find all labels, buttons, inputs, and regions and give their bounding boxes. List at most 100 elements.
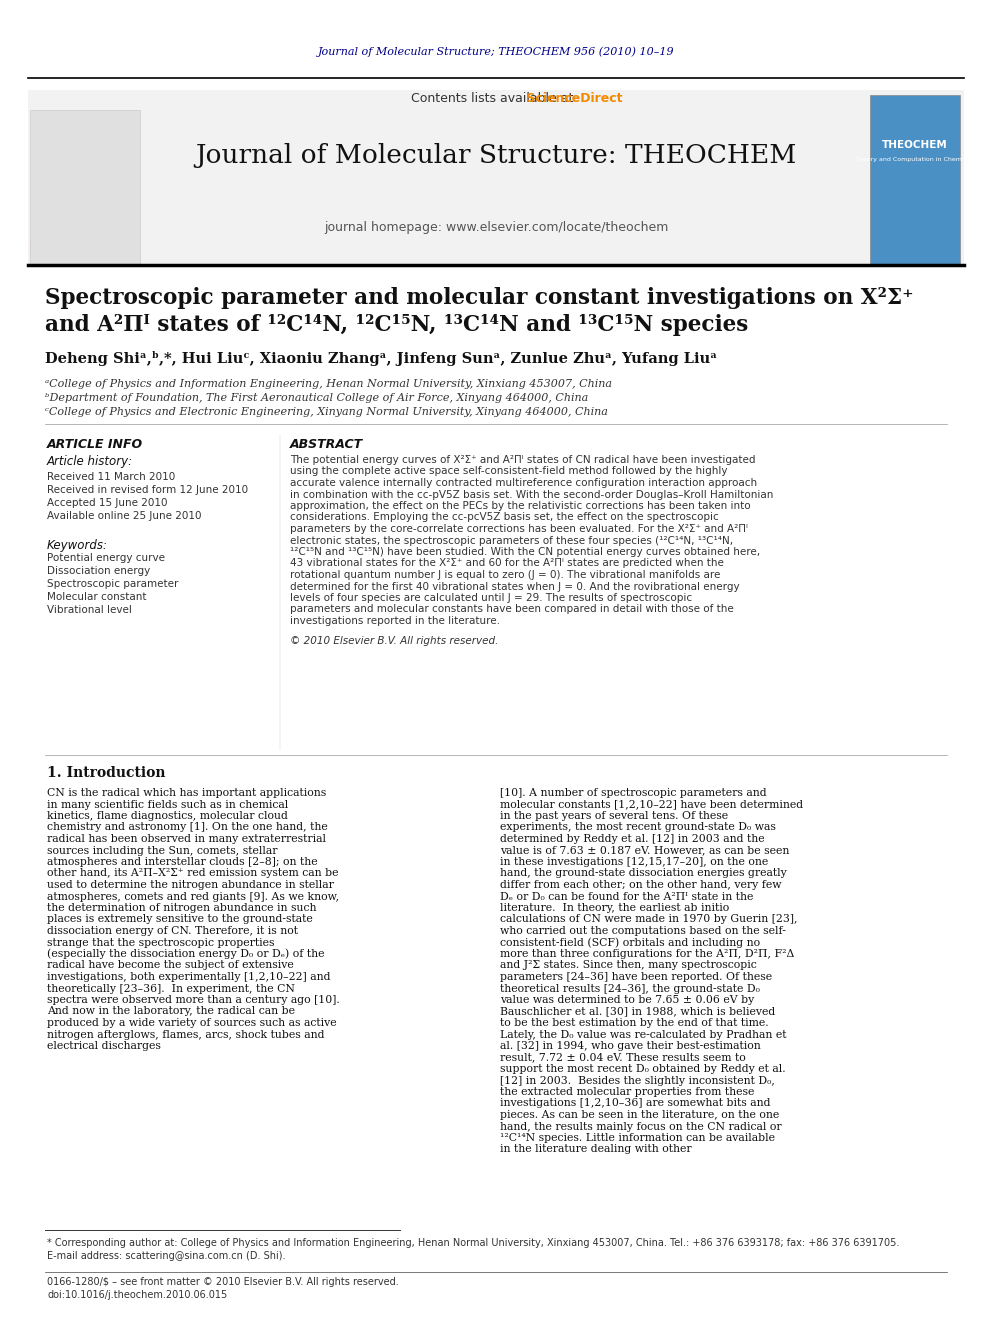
Text: doi:10.1016/j.theochem.2010.06.015: doi:10.1016/j.theochem.2010.06.015 bbox=[47, 1290, 227, 1301]
Text: value was determined to be 7.65 ± 0.06 eV by: value was determined to be 7.65 ± 0.06 e… bbox=[500, 995, 754, 1005]
Text: used to determine the nitrogen abundance in stellar: used to determine the nitrogen abundance… bbox=[47, 880, 334, 890]
Text: determined by Reddy et al. [12] in 2003 and the: determined by Reddy et al. [12] in 2003 … bbox=[500, 833, 765, 844]
Text: rotational quantum number J is equal to zero (J = 0). The vibrational manifolds : rotational quantum number J is equal to … bbox=[290, 570, 720, 579]
Text: sources including the Sun, comets, stellar: sources including the Sun, comets, stell… bbox=[47, 845, 278, 856]
Text: in combination with the cc-pV5Z basis set. With the second-order Douglas–Kroll H: in combination with the cc-pV5Z basis se… bbox=[290, 490, 774, 500]
Text: [12] in 2003.  Besides the slightly inconsistent D₀,: [12] in 2003. Besides the slightly incon… bbox=[500, 1076, 775, 1085]
Text: investigations reported in the literature.: investigations reported in the literatur… bbox=[290, 617, 500, 626]
Text: in the literature dealing with other: in the literature dealing with other bbox=[500, 1144, 691, 1155]
Text: Theory and Computation in Chemistry: Theory and Computation in Chemistry bbox=[855, 157, 975, 163]
Text: Journal of Molecular Structure: THEOCHEM: Journal of Molecular Structure: THEOCHEM bbox=[195, 143, 797, 168]
Text: [10]. A number of spectroscopic parameters and: [10]. A number of spectroscopic paramete… bbox=[500, 789, 767, 798]
Text: atmospheres, comets and red giants [9]. As we know,: atmospheres, comets and red giants [9]. … bbox=[47, 892, 339, 901]
Text: Received 11 March 2010: Received 11 March 2010 bbox=[47, 472, 176, 482]
Text: experiments, the most recent ground-state D₀ was: experiments, the most recent ground-stat… bbox=[500, 823, 776, 832]
Text: parameters [24–36] have been reported. Of these: parameters [24–36] have been reported. O… bbox=[500, 972, 772, 982]
Text: hand, the ground-state dissociation energies greatly: hand, the ground-state dissociation ener… bbox=[500, 868, 787, 878]
Text: strange that the spectroscopic properties: strange that the spectroscopic propertie… bbox=[47, 938, 275, 947]
Text: chemistry and astronomy [1]. On the one hand, the: chemistry and astronomy [1]. On the one … bbox=[47, 823, 327, 832]
Text: other hand, its A²Π–X²Σ⁺ red emission system can be: other hand, its A²Π–X²Σ⁺ red emission sy… bbox=[47, 868, 338, 878]
Text: Contents lists available at: Contents lists available at bbox=[411, 91, 581, 105]
Text: Deheng Shiᵃ,ᵇ,*, Hui Liuᶜ, Xiaoniu Zhangᵃ, Jinfeng Sunᵃ, Zunlue Zhuᵃ, Yufang Liu: Deheng Shiᵃ,ᵇ,*, Hui Liuᶜ, Xiaoniu Zhang… bbox=[45, 351, 717, 365]
Text: levels of four species are calculated until J = 29. The results of spectroscopic: levels of four species are calculated un… bbox=[290, 593, 692, 603]
Text: more than three configurations for the A²Π, D²Π, F²Δ: more than three configurations for the A… bbox=[500, 949, 795, 959]
Text: Keywords:: Keywords: bbox=[47, 538, 108, 552]
Text: to be the best estimation by the end of that time.: to be the best estimation by the end of … bbox=[500, 1017, 769, 1028]
Text: (especially the dissociation energy D₀ or Dₑ) of the: (especially the dissociation energy D₀ o… bbox=[47, 949, 324, 959]
Text: parameters and molecular constants have been compared in detail with those of th: parameters and molecular constants have … bbox=[290, 605, 734, 614]
Text: CN is the radical which has important applications: CN is the radical which has important ap… bbox=[47, 789, 326, 798]
Text: the determination of nitrogen abundance in such: the determination of nitrogen abundance … bbox=[47, 904, 316, 913]
Text: Dₑ or D₀ can be found for the A²Πᴵ state in the: Dₑ or D₀ can be found for the A²Πᴵ state… bbox=[500, 892, 753, 901]
Text: * Corresponding author at: College of Physics and Information Engineering, Henan: * Corresponding author at: College of Ph… bbox=[47, 1238, 900, 1248]
Text: The potential energy curves of X²Σ⁺ and A²Πᴵ states of CN radical have been inve: The potential energy curves of X²Σ⁺ and … bbox=[290, 455, 756, 464]
Text: parameters by the core-correlate corrections has been evaluated. For the X²Σ⁺ an: parameters by the core-correlate correct… bbox=[290, 524, 748, 534]
Text: electronic states, the spectroscopic parameters of these four species (¹²C¹⁴N, ¹: electronic states, the spectroscopic par… bbox=[290, 536, 733, 545]
Text: differ from each other; on the other hand, very few: differ from each other; on the other han… bbox=[500, 880, 782, 890]
Text: investigations [1,2,10–36] are somewhat bits and: investigations [1,2,10–36] are somewhat … bbox=[500, 1098, 771, 1109]
Text: literature.  In theory, the earliest ab initio: literature. In theory, the earliest ab i… bbox=[500, 904, 729, 913]
Text: molecular constants [1,2,10–22] have been determined: molecular constants [1,2,10–22] have bee… bbox=[500, 799, 804, 810]
Text: ᵇDepartment of Foundation, The First Aeronautical College of Air Force, Xinyang : ᵇDepartment of Foundation, The First Aer… bbox=[45, 393, 588, 404]
Text: electrical discharges: electrical discharges bbox=[47, 1041, 161, 1050]
Text: ABSTRACT: ABSTRACT bbox=[290, 438, 363, 451]
Text: 43 vibrational states for the X²Σ⁺ and 60 for the A²Πᴵ states are predicted when: 43 vibrational states for the X²Σ⁺ and 6… bbox=[290, 558, 724, 569]
Text: result, 7.72 ± 0.04 eV. These results seem to: result, 7.72 ± 0.04 eV. These results se… bbox=[500, 1053, 746, 1062]
Text: and A²Πᴵ states of ¹²C¹⁴N, ¹²C¹⁵N, ¹³C¹⁴N and ¹³C¹⁵N species: and A²Πᴵ states of ¹²C¹⁴N, ¹²C¹⁵N, ¹³C¹⁴… bbox=[45, 314, 748, 336]
Text: value is of 7.63 ± 0.187 eV. However, as can be seen: value is of 7.63 ± 0.187 eV. However, as… bbox=[500, 845, 790, 856]
Bar bbox=[30, 110, 140, 265]
Text: Bauschlicher et al. [30] in 1988, which is believed: Bauschlicher et al. [30] in 1988, which … bbox=[500, 1007, 776, 1016]
Text: the extracted molecular properties from these: the extracted molecular properties from … bbox=[500, 1088, 754, 1097]
Text: And now in the laboratory, the radical can be: And now in the laboratory, the radical c… bbox=[47, 1007, 295, 1016]
Text: journal homepage: www.elsevier.com/locate/theochem: journal homepage: www.elsevier.com/locat… bbox=[323, 221, 669, 234]
Text: in many scientific fields such as in chemical: in many scientific fields such as in che… bbox=[47, 799, 289, 810]
Text: produced by a wide variety of sources such as active: produced by a wide variety of sources su… bbox=[47, 1017, 336, 1028]
Text: calculations of CN were made in 1970 by Guerin [23],: calculations of CN were made in 1970 by … bbox=[500, 914, 798, 925]
Text: determined for the first 40 vibrational states when J = 0. And the rovibrational: determined for the first 40 vibrational … bbox=[290, 582, 740, 591]
Text: and J²Σ states. Since then, many spectroscopic: and J²Σ states. Since then, many spectro… bbox=[500, 960, 757, 971]
Text: ARTICLE INFO: ARTICLE INFO bbox=[47, 438, 143, 451]
Text: Vibrational level: Vibrational level bbox=[47, 605, 132, 615]
Text: Received in revised form 12 June 2010: Received in revised form 12 June 2010 bbox=[47, 486, 248, 495]
Text: accurate valence internally contracted multireference configuration interaction : accurate valence internally contracted m… bbox=[290, 478, 757, 488]
Text: radical have become the subject of extensive: radical have become the subject of exten… bbox=[47, 960, 294, 971]
Text: Accepted 15 June 2010: Accepted 15 June 2010 bbox=[47, 497, 168, 508]
Text: Spectroscopic parameter: Spectroscopic parameter bbox=[47, 579, 179, 589]
Text: Molecular constant: Molecular constant bbox=[47, 591, 147, 602]
Text: 0166-1280/$ – see front matter © 2010 Elsevier B.V. All rights reserved.: 0166-1280/$ – see front matter © 2010 El… bbox=[47, 1277, 399, 1287]
Bar bbox=[870, 95, 960, 265]
Text: THEOCHEM: THEOCHEM bbox=[882, 140, 948, 149]
Text: dissociation energy of CN. Therefore, it is not: dissociation energy of CN. Therefore, it… bbox=[47, 926, 298, 935]
Text: © 2010 Elsevier B.V. All rights reserved.: © 2010 Elsevier B.V. All rights reserved… bbox=[290, 635, 498, 646]
Text: ¹²C¹⁴N species. Little information can be available: ¹²C¹⁴N species. Little information can b… bbox=[500, 1132, 775, 1143]
Text: Journal of Molecular Structure; THEOCHEM 956 (2010) 10–19: Journal of Molecular Structure; THEOCHEM… bbox=[317, 46, 675, 57]
Text: ScienceDirect: ScienceDirect bbox=[369, 91, 623, 105]
Text: theoretically [23–36].  In experiment, the CN: theoretically [23–36]. In experiment, th… bbox=[47, 983, 295, 994]
Text: Potential energy curve: Potential energy curve bbox=[47, 553, 165, 564]
Text: considerations. Employing the cc-pcV5Z basis set, the effect on the spectroscopi: considerations. Employing the cc-pcV5Z b… bbox=[290, 512, 719, 523]
Text: al. [32] in 1994, who gave their best-estimation: al. [32] in 1994, who gave their best-es… bbox=[500, 1041, 761, 1050]
Text: E-mail address: scattering@sina.com.cn (D. Shi).: E-mail address: scattering@sina.com.cn (… bbox=[47, 1252, 286, 1261]
Text: nitrogen afterglows, flames, arcs, shock tubes and: nitrogen afterglows, flames, arcs, shock… bbox=[47, 1029, 324, 1040]
Text: atmospheres and interstellar clouds [2–8]; on the: atmospheres and interstellar clouds [2–8… bbox=[47, 857, 317, 867]
Text: ᵃCollege of Physics and Information Engineering, Henan Normal University, Xinxia: ᵃCollege of Physics and Information Engi… bbox=[45, 378, 612, 389]
Text: kinetics, flame diagnostics, molecular cloud: kinetics, flame diagnostics, molecular c… bbox=[47, 811, 288, 822]
Text: ᶜCollege of Physics and Electronic Engineering, Xinyang Normal University, Xinya: ᶜCollege of Physics and Electronic Engin… bbox=[45, 407, 608, 417]
Text: spectra were observed more than a century ago [10].: spectra were observed more than a centur… bbox=[47, 995, 339, 1005]
Text: in these investigations [12,15,17–20], on the one: in these investigations [12,15,17–20], o… bbox=[500, 857, 768, 867]
Text: pieces. As can be seen in the literature, on the one: pieces. As can be seen in the literature… bbox=[500, 1110, 780, 1121]
Text: in the past years of several tens. Of these: in the past years of several tens. Of th… bbox=[500, 811, 728, 822]
Text: Dissociation energy: Dissociation energy bbox=[47, 566, 150, 576]
Text: investigations, both experimentally [1,2,10–22] and: investigations, both experimentally [1,2… bbox=[47, 972, 330, 982]
Text: radical has been observed in many extraterrestrial: radical has been observed in many extrat… bbox=[47, 833, 326, 844]
Text: approximation, the effect on the PECs by the relativistic corrections has been t: approximation, the effect on the PECs by… bbox=[290, 501, 751, 511]
Text: Article history:: Article history: bbox=[47, 455, 133, 468]
Text: Lately, the D₀ value was re-calculated by Pradhan et: Lately, the D₀ value was re-calculated b… bbox=[500, 1029, 787, 1040]
Text: ELSEVIER: ELSEVIER bbox=[29, 238, 132, 258]
Text: who carried out the computations based on the self-: who carried out the computations based o… bbox=[500, 926, 786, 935]
Text: consistent-field (SCF) orbitals and including no: consistent-field (SCF) orbitals and incl… bbox=[500, 937, 760, 947]
Text: theoretical results [24–36], the ground-state D₀: theoretical results [24–36], the ground-… bbox=[500, 983, 760, 994]
Text: places is extremely sensitive to the ground-state: places is extremely sensitive to the gro… bbox=[47, 914, 312, 925]
Text: 1. Introduction: 1. Introduction bbox=[47, 766, 166, 781]
Text: support the most recent D₀ obtained by Reddy et al.: support the most recent D₀ obtained by R… bbox=[500, 1064, 786, 1074]
